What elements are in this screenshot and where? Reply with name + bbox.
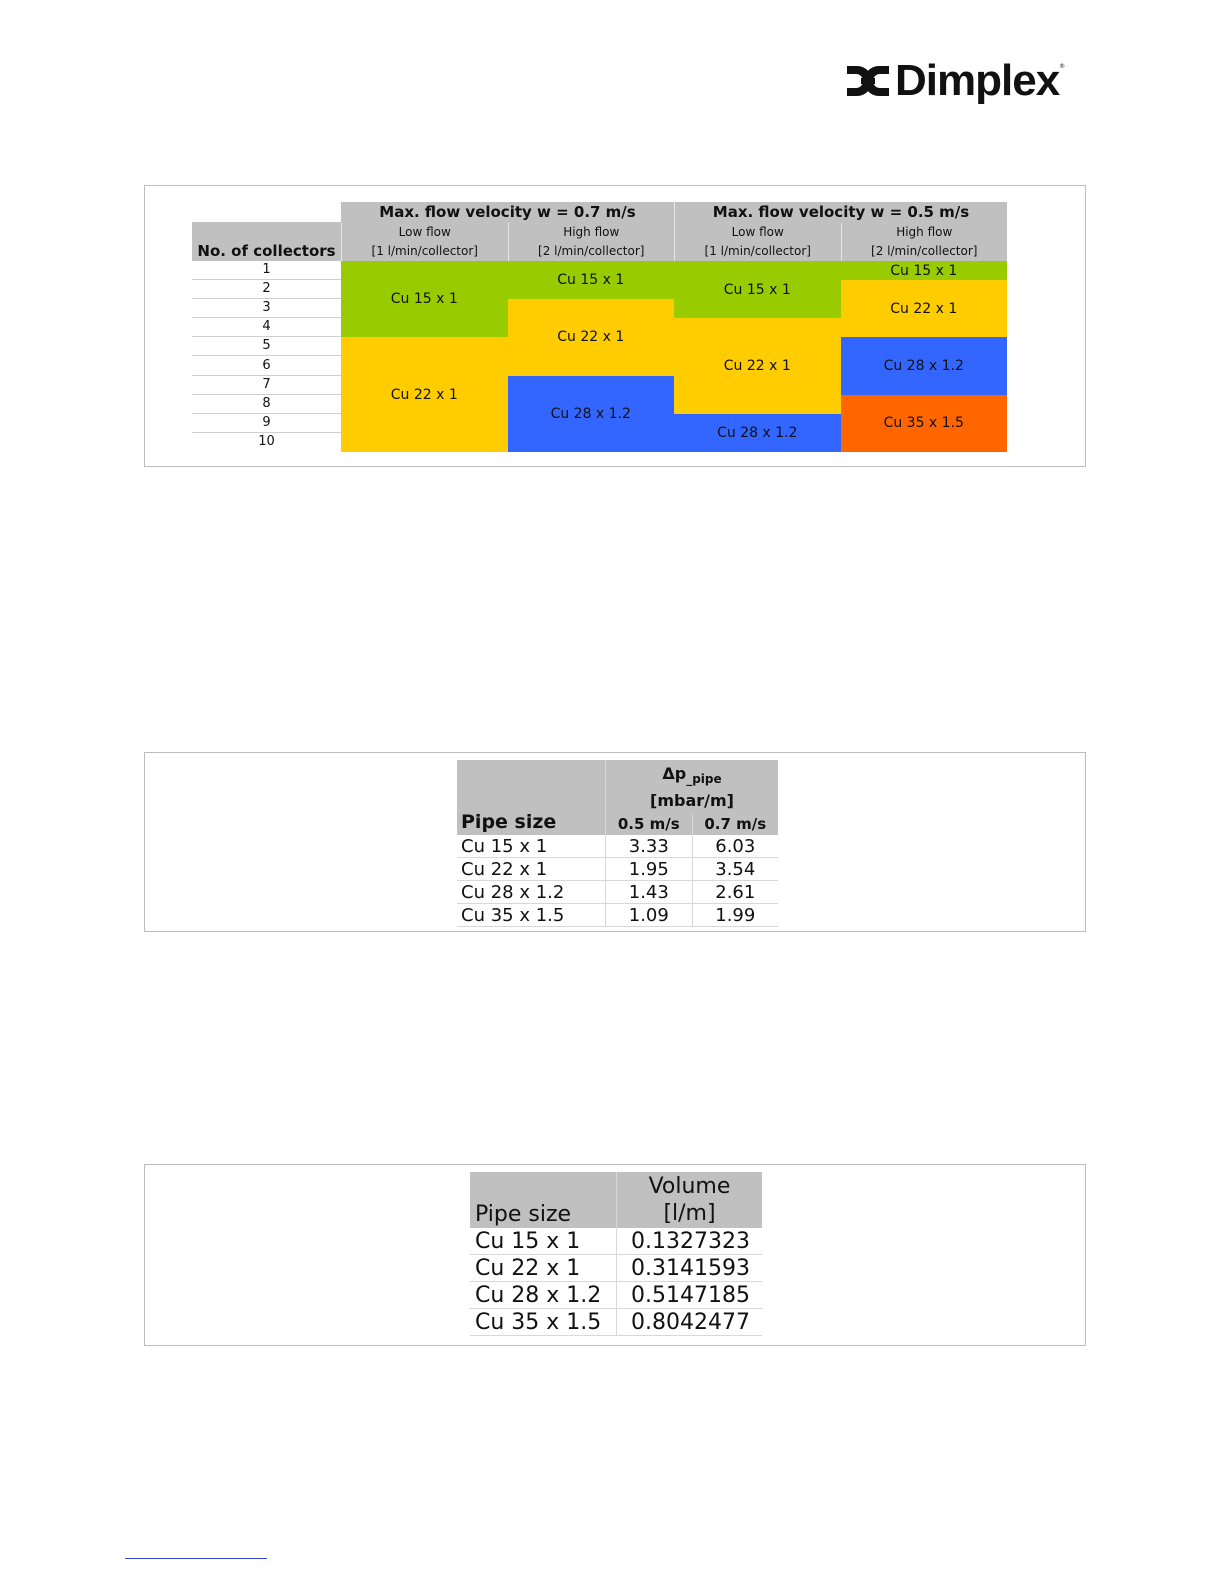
pipe-size-block: Cu 28 x 1.2 bbox=[840, 337, 1007, 395]
pipe-size: Cu 35 x 1.5 bbox=[457, 903, 606, 927]
pressure-drop-panel: Pipe size Δp_pipe [mbar/m] 0.5 m/s 0.7 m… bbox=[144, 752, 1086, 932]
row-header-no-of-collectors: No. of collectors bbox=[192, 222, 341, 261]
pipe-size-block: Cu 22 x 1 bbox=[341, 337, 508, 452]
flow-type-label: High flow bbox=[563, 225, 620, 239]
collector-count: 3 bbox=[192, 299, 341, 319]
logo-wordmark: Dimplex bbox=[895, 56, 1060, 105]
collector-count: 1 bbox=[192, 261, 341, 281]
pipe-size-block: Cu 15 x 1 bbox=[507, 261, 674, 300]
collector-count: 10 bbox=[258, 433, 275, 449]
flow-rate-label: [2 l/min/collector] bbox=[538, 244, 645, 258]
collector-count: 5 bbox=[192, 337, 341, 357]
col-v-07: 0.7 m/s bbox=[691, 813, 778, 835]
table-row: Cu 35 x 1.5 1.09 1.99 bbox=[457, 903, 778, 927]
dp-05: 1.43 bbox=[605, 880, 693, 904]
table-row: Cu 22 x 1 0.3141593 bbox=[470, 1254, 762, 1282]
pipe-size: Cu 28 x 1.2 bbox=[457, 880, 606, 904]
logo-trademark: ® bbox=[1059, 63, 1066, 70]
dimplex-logo: Dimplex ® bbox=[845, 57, 1085, 105]
pipe-size-block: Cu 22 x 1 bbox=[840, 280, 1007, 338]
dp-07: 1.99 bbox=[691, 903, 778, 927]
collector-count: 6 bbox=[192, 357, 341, 376]
dp-unit: [mbar/m] bbox=[650, 791, 734, 810]
pipe-size-block: Cu 22 x 1 bbox=[507, 299, 674, 376]
group-header-0: Max. flow velocity w = 0.7 m/s bbox=[341, 202, 674, 223]
collector-count: 8 bbox=[192, 395, 341, 414]
col-pressure-drop: Δp_pipe [mbar/m] bbox=[605, 760, 778, 813]
pipe-size-block: Cu 28 x 1.2 bbox=[674, 413, 841, 452]
table-row: Cu 22 x 1 1.95 3.54 bbox=[457, 857, 778, 881]
flow-type-label: Low flow bbox=[731, 225, 784, 239]
dp-symbol: Δp bbox=[662, 764, 687, 783]
dp-07: 6.03 bbox=[691, 835, 778, 858]
group-header-1: Max. flow velocity w = 0.5 m/s bbox=[674, 202, 1007, 223]
dp-05: 1.09 bbox=[605, 903, 693, 927]
col-volume: Volume [l/m] bbox=[616, 1172, 762, 1228]
pipe-size-block: Cu 15 x 1 bbox=[840, 261, 1007, 281]
collector-count: 2 bbox=[192, 280, 341, 300]
pipe-size: Cu 22 x 1 bbox=[470, 1254, 617, 1282]
pipe-size-block: Cu 22 x 1 bbox=[674, 318, 841, 414]
col-pipe-size: Pipe size bbox=[457, 760, 606, 835]
pipe-volume-table: Pipe size Volume [l/m] Cu 15 x 1 0.13273… bbox=[470, 1172, 762, 1336]
table-row: Cu 28 x 1.2 0.5147185 bbox=[470, 1281, 762, 1309]
pipe-size: Cu 28 x 1.2 bbox=[470, 1281, 617, 1309]
pipe-size-block: Cu 15 x 1 bbox=[341, 261, 508, 338]
table-row: Cu 15 x 1 3.33 6.03 bbox=[457, 835, 778, 858]
pipe-size: Cu 15 x 1 bbox=[470, 1228, 617, 1255]
flow-type-label: Low flow bbox=[398, 225, 451, 239]
dp-subscript: _pipe bbox=[686, 772, 722, 786]
subheader-1-1: High flow [2 l/min/collector] bbox=[840, 223, 1007, 261]
flow-type-label: High flow bbox=[896, 225, 953, 239]
subheader-0-1: High flow [2 l/min/collector] bbox=[507, 223, 674, 261]
collector-count: 9 bbox=[192, 414, 341, 433]
table-row: Cu 28 x 1.2 1.43 2.61 bbox=[457, 880, 778, 904]
pipe-size: Cu 35 x 1.5 bbox=[470, 1308, 617, 1336]
volume-value: 0.3141593 bbox=[616, 1254, 762, 1282]
flow-rate-label: [2 l/min/collector] bbox=[871, 244, 978, 258]
table-row: Cu 15 x 1 0.1327323 bbox=[470, 1228, 762, 1255]
collector-pipe-size-panel: No. of collectors Max. flow velocity w = … bbox=[144, 185, 1086, 467]
pipe-size-block: Cu 15 x 1 bbox=[674, 261, 841, 319]
table-row: Cu 35 x 1.5 0.8042477 bbox=[470, 1308, 762, 1336]
collector-count: 7 bbox=[192, 376, 341, 395]
flow-rate-label: [1 l/min/collector] bbox=[704, 244, 811, 258]
dimplex-mark-icon bbox=[847, 66, 889, 96]
dp-05: 1.95 bbox=[605, 857, 693, 881]
volume-value: 0.5147185 bbox=[616, 1281, 762, 1309]
pipe-volume-panel: Pipe size Volume [l/m] Cu 15 x 1 0.13273… bbox=[144, 1164, 1086, 1346]
dp-07: 3.54 bbox=[691, 857, 778, 881]
subheader-1-0: Low flow [1 l/min/collector] bbox=[674, 223, 841, 261]
pipe-size-block: Cu 28 x 1.2 bbox=[507, 375, 674, 452]
pipe-size-block: Cu 35 x 1.5 bbox=[840, 394, 1007, 452]
flow-rate-label: [1 l/min/collector] bbox=[371, 244, 478, 258]
pressure-drop-table: Pipe size Δp_pipe [mbar/m] 0.5 m/s 0.7 m… bbox=[457, 760, 778, 927]
volume-unit: [l/m] bbox=[663, 1201, 716, 1226]
pipe-size: Cu 22 x 1 bbox=[457, 857, 606, 881]
dp-05: 3.33 bbox=[605, 835, 693, 858]
dp-07: 2.61 bbox=[691, 880, 778, 904]
volume-value: 0.1327323 bbox=[616, 1228, 762, 1255]
volume-value: 0.8042477 bbox=[616, 1308, 762, 1336]
col-v-05: 0.5 m/s bbox=[605, 813, 693, 835]
collector-count: 4 bbox=[192, 318, 341, 338]
footer-link-underline bbox=[125, 1558, 267, 1559]
subheader-0-0: Low flow [1 l/min/collector] bbox=[341, 223, 508, 261]
volume-title: Volume bbox=[648, 1174, 731, 1199]
col-pipe-size: Pipe size bbox=[470, 1172, 617, 1228]
pipe-size: Cu 15 x 1 bbox=[457, 835, 606, 858]
